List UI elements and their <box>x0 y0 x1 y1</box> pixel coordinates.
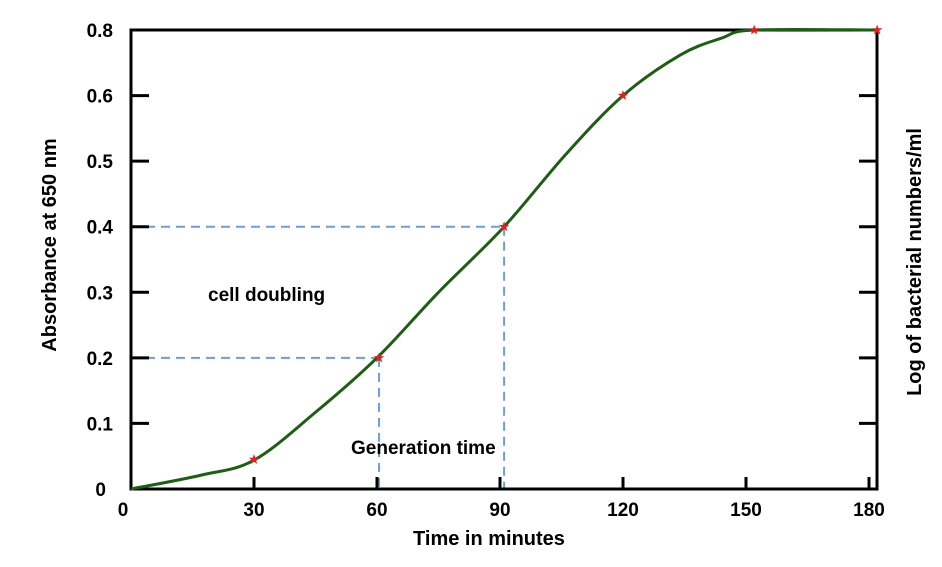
y-tick-label: 0.5 <box>87 152 114 173</box>
star-marker <box>248 454 260 464</box>
dashed-guides <box>131 225 506 489</box>
star-marker <box>749 24 760 35</box>
annotation-cell-doubling: cell doubling <box>208 285 325 306</box>
y-tick-label: 0 <box>95 480 106 501</box>
x-tick-label: 60 <box>366 500 387 521</box>
star-marker <box>617 90 629 100</box>
annotation-generation-time: Generation time <box>351 438 496 459</box>
data-markers <box>248 24 883 464</box>
x-tick-label: 150 <box>730 500 762 521</box>
plot-frame <box>129 28 879 491</box>
star-marker <box>373 352 385 363</box>
y-tick-label: 0.6 <box>87 87 113 108</box>
y-tick-label: 0.1 <box>87 414 114 435</box>
x-tick-label: 0 <box>118 500 129 521</box>
y-tick-label: 0.2 <box>87 349 113 370</box>
star-marker <box>872 24 883 35</box>
x-tick-label: 180 <box>853 500 885 521</box>
x-axis-label: Time in minutes <box>413 528 565 550</box>
y-tick-label: 0.4 <box>87 218 114 239</box>
x-tick-label: 120 <box>607 500 639 521</box>
axis-ticks: 0 0.1 0.2 0.3 0.4 0.5 0.6 0.8 0 30 60 90 120 150 180 <box>87 21 885 521</box>
y-tick-label: 0.8 <box>87 21 113 42</box>
star-marker <box>498 221 510 232</box>
y-tick-label: 0.3 <box>87 283 113 304</box>
x-tick-label: 30 <box>243 500 264 521</box>
x-tick-label: 90 <box>489 500 510 521</box>
y-axis-right-label: Log of bacterial numbers/ml <box>904 128 926 396</box>
y-axis-label: Absorbance at 650 nm <box>39 138 61 351</box>
